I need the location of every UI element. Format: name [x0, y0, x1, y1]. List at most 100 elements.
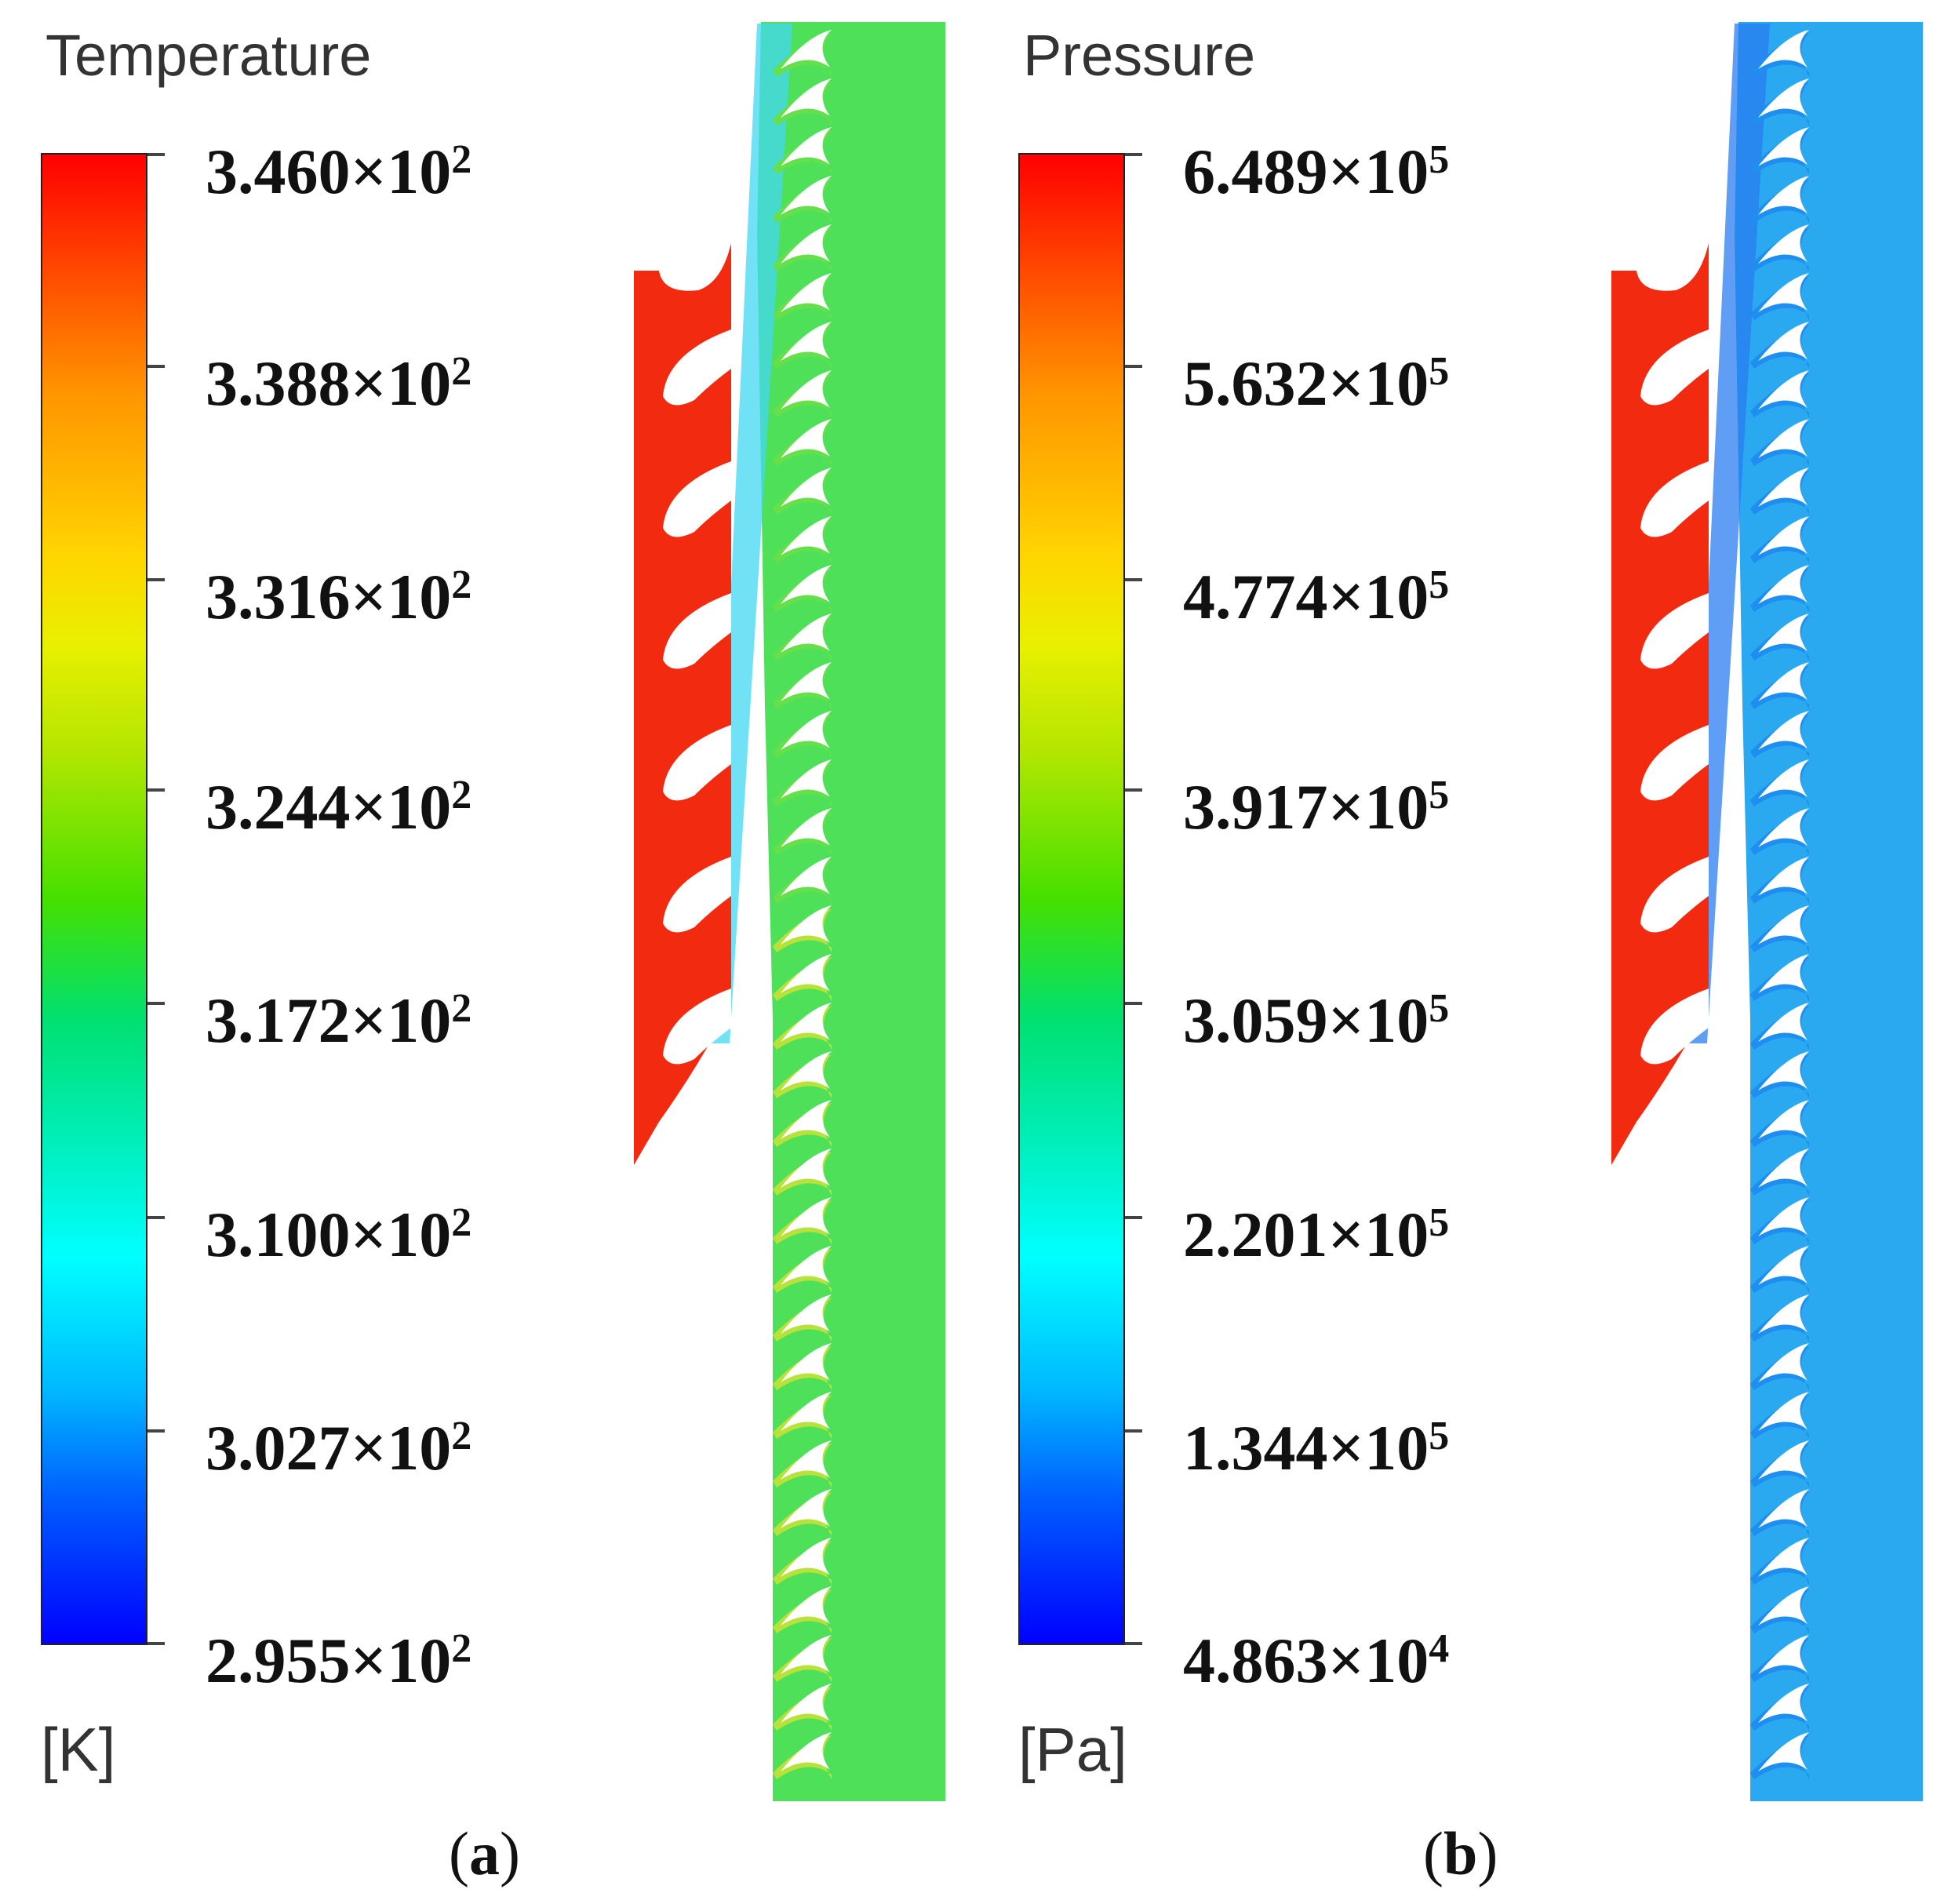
tick-label: 3.917×105 [1183, 771, 1450, 843]
blade-gap [781, 1392, 832, 1431]
blade-gap [781, 1440, 832, 1480]
blade-gap [781, 1294, 832, 1334]
tick-label: 3.027×102 [206, 1412, 472, 1484]
tick-mark [1125, 1216, 1142, 1219]
panel-pressure: Pressure 6.489×105 5.632×105 4.774×105 3… [978, 0, 1955, 1904]
blade-gap [781, 1635, 832, 1674]
blade-gap [1758, 1538, 1809, 1577]
blade-gap [781, 1197, 832, 1236]
legend-title: Temperature [46, 23, 372, 88]
tick-mark [1125, 153, 1142, 156]
manifold-notch [1640, 461, 1709, 537]
blade-gap [781, 1343, 832, 1382]
tick-label: 4.863×104 [1183, 1625, 1450, 1696]
unit-label: [K] [41, 1715, 116, 1784]
blade-gap [781, 662, 832, 701]
tick-mark [1125, 365, 1142, 368]
blade-gap [1758, 1586, 1809, 1625]
tick-label: 3.316×102 [206, 561, 472, 632]
manifold-notch [663, 725, 731, 801]
blade-gap [781, 468, 832, 507]
tick-mark [147, 1216, 165, 1219]
manifold-notch [1640, 329, 1709, 406]
blade-gap [1758, 613, 1809, 653]
caption: (b) [1423, 1819, 1498, 1888]
blade-gap [1758, 127, 1809, 166]
tick-mark [147, 1002, 165, 1005]
blade-gap [1758, 78, 1809, 118]
tick-mark [1125, 1002, 1142, 1005]
tick-mark [147, 788, 165, 792]
blade-gap [1758, 1392, 1809, 1431]
blade-gap [1758, 711, 1809, 750]
blade-gap [781, 759, 832, 799]
blade-gap [1758, 857, 1809, 896]
blade-gap [1758, 954, 1809, 993]
blade-gap [781, 711, 832, 750]
tick-label: 3.460×102 [206, 136, 472, 207]
manifold-notch [1640, 725, 1709, 801]
blade-gap [781, 1489, 832, 1528]
blade-gap [1758, 1246, 1809, 1285]
blade-gap [781, 370, 832, 410]
tick-label: 6.489×105 [1183, 136, 1450, 207]
blade-gap [1758, 370, 1809, 410]
blade-gap [1758, 1343, 1809, 1382]
blade-gap [1758, 662, 1809, 701]
tick-mark [147, 578, 165, 581]
blade-gap [1758, 30, 1809, 69]
unit-label: [Pa] [1018, 1715, 1127, 1784]
blade-gap [1758, 1003, 1809, 1042]
blade-gap [781, 1586, 832, 1625]
blade-gap [1758, 1100, 1809, 1139]
blade-gap [781, 1684, 832, 1723]
blade-gap [1758, 1149, 1809, 1188]
tick-label: 3.059×105 [1183, 985, 1450, 1056]
blade-gap [781, 30, 832, 69]
tick-label: 4.774×105 [1183, 561, 1450, 632]
blade-gap [781, 565, 832, 604]
blade-gap [781, 905, 832, 945]
panel-temperature: Temperature 3.460×102 3.388×102 3.316×10… [41, 22, 945, 1888]
blade-gap [1758, 1684, 1809, 1723]
blade-gap [781, 176, 832, 215]
tick-label: 3.100×102 [206, 1199, 472, 1270]
tick-mark [1125, 578, 1142, 581]
blade-gap [1758, 1294, 1809, 1334]
blade-gap [1758, 905, 1809, 945]
blade-gap [781, 1100, 832, 1139]
blade-gap [781, 857, 832, 896]
blade-gap [1758, 759, 1809, 799]
caption: (a) [449, 1819, 520, 1888]
passage-fluid-region [1735, 22, 1923, 1801]
blade-gap [1758, 1197, 1809, 1236]
blade-gap [781, 1149, 832, 1188]
blade-gap [1758, 1732, 1809, 1771]
blade-gap [781, 613, 832, 653]
blade-gap [781, 224, 832, 264]
blade-gap [781, 954, 832, 993]
tick-label: 3.244×102 [206, 771, 472, 843]
blade-gap [781, 808, 832, 847]
blade-gap [1758, 468, 1809, 507]
manifold-notch [1640, 593, 1709, 669]
blade-gap [1758, 176, 1809, 215]
tick-mark [1125, 788, 1142, 792]
manifold-notch [1640, 988, 1709, 1065]
tick-label: 2.955×102 [206, 1625, 472, 1696]
blade-gap [781, 273, 832, 312]
blade-gap [1758, 808, 1809, 847]
tick-mark [1125, 1429, 1142, 1433]
blade-gap [1758, 1440, 1809, 1480]
legend-title: Pressure [1023, 23, 1256, 88]
blade-gap [1758, 1051, 1809, 1090]
temperature-contour-plot [634, 22, 945, 1801]
blade-gap [781, 1538, 832, 1577]
manifold-notch [663, 857, 731, 933]
blade-gap [781, 1051, 832, 1090]
tick-label: 5.632×105 [1183, 348, 1450, 419]
blade-gap [1758, 516, 1809, 555]
tick-label: 3.388×102 [206, 348, 472, 419]
manifold-notch [663, 988, 731, 1065]
blade-gap [781, 1246, 832, 1285]
